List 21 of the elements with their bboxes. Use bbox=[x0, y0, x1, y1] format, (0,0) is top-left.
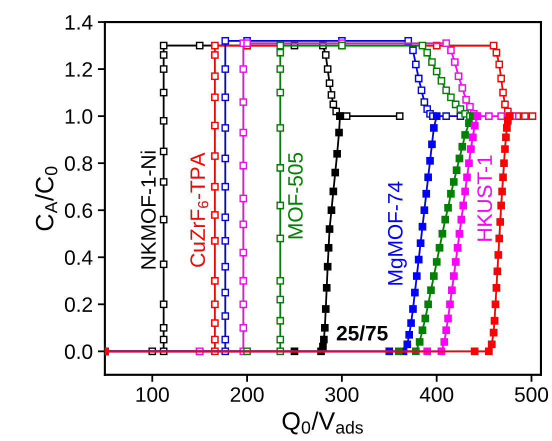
x-tick-label: 400 bbox=[420, 387, 454, 402]
y-tick-label: 0.6 bbox=[64, 203, 92, 218]
y-axis-title: C$_{A}$/C$_{0}$ bbox=[35, 166, 58, 230]
x-axis-title: Q$_{0}$/V$_{ads}$ bbox=[282, 412, 363, 434]
text: MgMOF-74 bbox=[388, 182, 407, 285]
y-tick-label: 1.4 bbox=[66, 15, 92, 30]
annotation: 25/75 bbox=[336, 325, 388, 341]
y-tick-label: 0.8 bbox=[64, 156, 92, 171]
x-tick-label: 100 bbox=[136, 387, 169, 402]
x-tick-label: 300 bbox=[325, 387, 358, 402]
text: MOF-505 bbox=[288, 152, 303, 238]
y-tick-label: 0.4 bbox=[64, 250, 92, 266]
y-tick-label: 0.2 bbox=[64, 297, 92, 312]
y-tick-label: 1.0 bbox=[66, 109, 92, 124]
text: CuZrF$_{6}$-TPA bbox=[190, 152, 208, 267]
x-tick-label: 500 bbox=[514, 387, 548, 402]
text: NKMOF-1-Ni bbox=[140, 151, 156, 269]
y-tick-label: 0.0 bbox=[64, 344, 92, 360]
y-tick-label: 1.2 bbox=[66, 62, 92, 77]
text: HKUST-1 bbox=[477, 155, 492, 241]
x-tick-label: 200 bbox=[230, 387, 264, 402]
